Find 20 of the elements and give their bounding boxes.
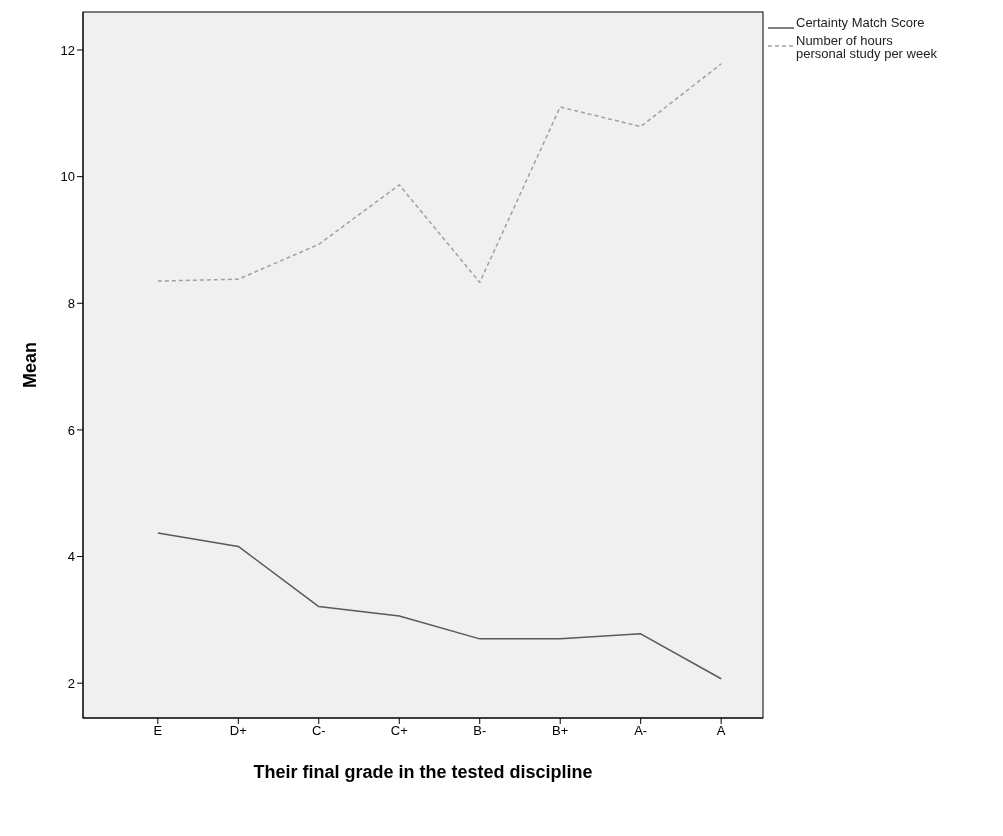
legend-label: Number of hours personal study per week [796,33,938,61]
x-tick-label: C+ [390,723,408,739]
y-tick-label: 8 [67,295,75,311]
line-series [157,532,722,680]
x-tick-label: E [153,723,163,739]
y-tick-label: 10 [60,169,75,185]
y-tick-label: 4 [67,549,75,565]
x-tick-label: A [716,723,726,739]
x-tick-label: B+ [552,723,569,739]
line-series [157,63,722,284]
x-tick-label: D+ [229,723,247,739]
x-tick-label: A- [634,723,648,739]
x-axis-title: Their final grade in the tested discipline [253,762,593,782]
legend-label: Certainty Match Score [796,15,925,30]
y-tick-label: 12 [60,42,75,58]
x-tick-label: B- [473,723,487,739]
y-tick-label: 6 [67,422,75,438]
y-axis-title: Mean [20,341,41,389]
x-tick-label: C- [311,723,326,739]
y-tick-label: 2 [67,675,75,691]
